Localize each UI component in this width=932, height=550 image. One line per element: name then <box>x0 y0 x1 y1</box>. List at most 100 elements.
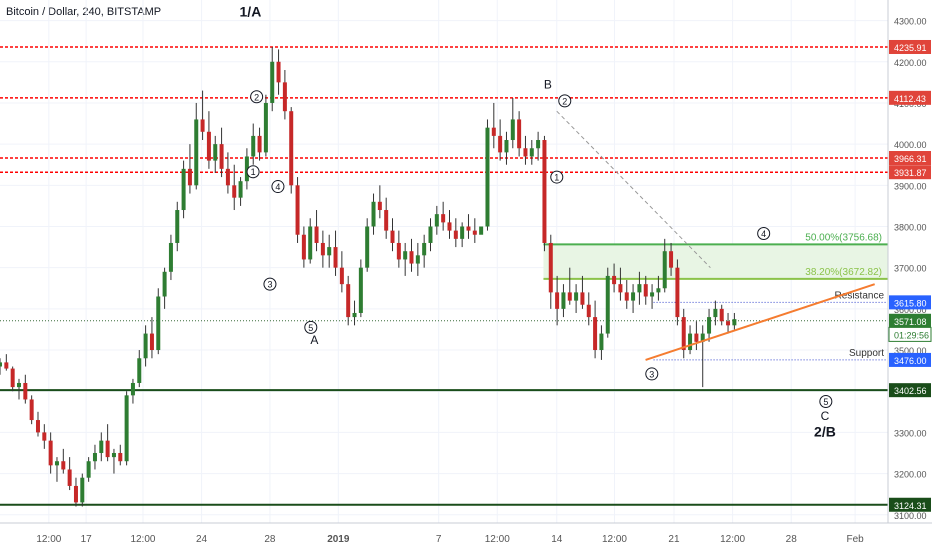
price-tag <box>889 313 931 328</box>
candle-body <box>149 333 154 351</box>
x-tick-label: 14 <box>551 534 563 545</box>
candle-body <box>67 469 72 486</box>
wave-circle <box>263 277 277 291</box>
x-tick-label: 12:00 <box>720 534 745 545</box>
candle-body <box>314 226 319 243</box>
price-axis-bg <box>888 0 932 550</box>
wave-circle-label: 4 <box>761 229 766 239</box>
countdown-label: 01:29:56 <box>894 330 929 340</box>
candle-body <box>593 317 598 351</box>
candle-body <box>225 168 230 186</box>
candle-body <box>130 382 135 396</box>
x-tick-label: 24 <box>196 534 208 545</box>
candle-body <box>624 292 629 301</box>
wave-circle <box>550 170 564 184</box>
candle-body <box>460 226 465 239</box>
candle-body <box>194 119 199 186</box>
wave-label: 2/B <box>814 424 836 440</box>
wave-circle <box>271 180 285 194</box>
y-tick-label: 4200.00 <box>894 58 927 68</box>
candle-body <box>466 226 471 231</box>
candle-body <box>510 119 515 141</box>
candle-body <box>213 144 218 161</box>
candle-body <box>232 185 237 198</box>
candle-body <box>396 242 401 260</box>
wave-label: C <box>821 409 830 423</box>
x-tick-label: 28 <box>264 534 276 545</box>
candle-body <box>263 102 268 153</box>
candle-body <box>726 321 731 326</box>
candle-body <box>143 333 148 359</box>
x-tick-label: 21 <box>668 534 680 545</box>
candle-body <box>61 461 66 470</box>
candle-body <box>422 242 427 256</box>
candle-body <box>669 251 674 268</box>
candle-body <box>650 292 655 297</box>
candle-body <box>111 452 116 458</box>
candle-body <box>35 420 40 433</box>
candle-body <box>453 230 458 239</box>
candle-body <box>4 362 9 369</box>
level-text: Resistance <box>835 290 885 301</box>
candle-body <box>86 461 91 478</box>
candle-body <box>694 333 699 342</box>
candle-body <box>118 452 123 462</box>
price-tag-label: 4112.43 <box>894 94 926 104</box>
candle-body <box>618 284 623 293</box>
candle-body <box>276 61 281 83</box>
candle-body <box>282 82 287 112</box>
candle-body <box>0 362 2 367</box>
candle-body <box>73 485 78 503</box>
y-tick-label: 3500.00 <box>894 346 927 356</box>
y-tick-label: 3200.00 <box>894 470 927 480</box>
candle-body <box>219 144 224 169</box>
candle-body <box>529 148 534 157</box>
candle-body <box>200 119 205 132</box>
candle-body <box>491 127 496 136</box>
candle-body <box>681 317 686 351</box>
candle-body <box>80 477 85 503</box>
candle-body <box>637 284 642 293</box>
candle-body <box>270 61 275 103</box>
candle-body <box>428 226 433 243</box>
x-tick-label: 7 <box>436 534 442 545</box>
candle-body <box>536 140 541 149</box>
wave-circle-label: 5 <box>823 397 828 407</box>
candle-body <box>238 181 243 198</box>
candle-body <box>732 319 737 326</box>
wave-circle-label: 3 <box>649 369 654 379</box>
price-tag <box>889 352 931 367</box>
price-tag-label: 3966.31 <box>894 154 927 164</box>
x-tick-label: 12:00 <box>602 534 627 545</box>
candle-body <box>643 284 648 297</box>
wave-circle-label: 3 <box>267 280 272 290</box>
candle-body <box>713 308 718 318</box>
price-tag-label: 3124.31 <box>894 501 927 511</box>
candle-body <box>605 275 610 334</box>
y-tick-label: 3100.00 <box>894 511 927 521</box>
price-tag <box>889 295 931 310</box>
wave-circle-label: 5 <box>308 323 313 333</box>
x-tick-label: 28 <box>786 534 798 545</box>
dashed-trendline <box>556 110 711 269</box>
candle-body <box>244 156 249 182</box>
price-tag <box>889 497 931 512</box>
candle-body <box>358 267 363 313</box>
wave-circle-label: 1 <box>554 173 559 183</box>
candle-body <box>371 201 376 227</box>
candle-body <box>403 251 408 260</box>
y-tick-label: 3900.00 <box>894 181 927 191</box>
price-tag <box>889 165 931 180</box>
x-tick-label: 12:00 <box>36 534 61 545</box>
candle-body <box>16 382 21 388</box>
wave-label: A <box>310 333 318 347</box>
fib-zone <box>543 244 888 279</box>
candle-body <box>599 333 604 351</box>
y-tick-label: 3700.00 <box>894 264 927 274</box>
candle-body <box>54 461 59 466</box>
wave-circle-label: 2 <box>562 96 567 106</box>
candle-body <box>504 140 509 153</box>
y-tick-label: 4000.00 <box>894 140 927 150</box>
candle-body <box>719 308 724 322</box>
